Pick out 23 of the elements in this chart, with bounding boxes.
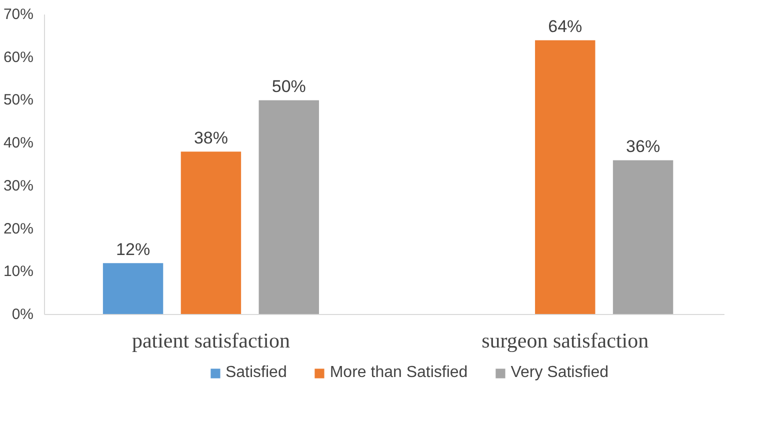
legend-label: Very Satisfied bbox=[510, 364, 609, 382]
data-label: 38% bbox=[194, 128, 228, 148]
y-tick-label: 10% bbox=[3, 263, 34, 280]
y-tick-label: 50% bbox=[3, 92, 34, 109]
data-label: 36% bbox=[626, 137, 660, 156]
legend-label: More than Satisfied bbox=[330, 364, 468, 382]
y-tick-label: 30% bbox=[3, 177, 34, 194]
data-label: 64% bbox=[548, 17, 582, 36]
legend-label: Satisfied bbox=[225, 364, 287, 382]
y-tick-label: 60% bbox=[3, 48, 34, 66]
y-tick-label: 40% bbox=[3, 134, 34, 152]
x-tick-label: patient satisfaction bbox=[132, 328, 290, 352]
x-tick-label: surgeon satisfaction bbox=[482, 328, 650, 352]
y-tick-label: 70% bbox=[3, 6, 34, 23]
bar bbox=[535, 40, 596, 314]
y-tick-label: 0% bbox=[12, 306, 34, 323]
bar bbox=[102, 263, 164, 314]
bar bbox=[258, 100, 319, 314]
data-label: 50% bbox=[272, 77, 306, 96]
y-tick-label: 20% bbox=[3, 220, 34, 238]
bar bbox=[612, 160, 674, 314]
bar bbox=[180, 152, 242, 314]
data-label: 12% bbox=[116, 240, 150, 260]
